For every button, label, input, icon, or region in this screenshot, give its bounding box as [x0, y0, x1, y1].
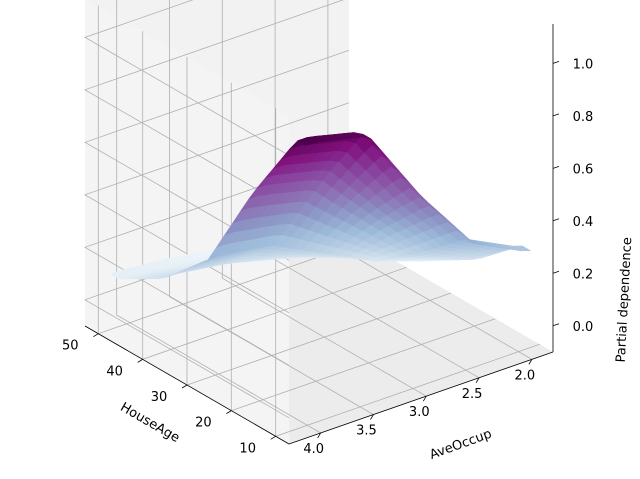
- z-tick-label: 0.8: [573, 110, 594, 125]
- x-tick-label: 2.5: [462, 387, 483, 402]
- grid-line: [84, 102, 350, 314]
- z-tick-mark: [552, 60, 560, 64]
- x-tick-mark: [475, 377, 480, 383]
- z-tick-label: 0.2: [573, 267, 594, 282]
- grid-line: [221, 0, 427, 397]
- z-tick-mark: [552, 323, 560, 327]
- y-tick-mark: [270, 435, 276, 440]
- z-tick-mark: [552, 165, 560, 169]
- z-tick-label: 0.0: [573, 320, 594, 335]
- x-tick-label: 3.5: [356, 424, 377, 439]
- z-tick-mark: [552, 113, 560, 117]
- x-tick-label: 2.0: [515, 368, 536, 383]
- z-tick-label: 0.6: [573, 162, 594, 177]
- y-tick-label: 20: [195, 416, 212, 431]
- y-axis-label: HouseAge: [117, 400, 182, 446]
- y-tick-mark: [226, 410, 232, 414]
- grid-line: [274, 0, 480, 379]
- x-tick-label: 4.0: [303, 442, 324, 457]
- grid-line: [84, 0, 344, 209]
- y-tick-mark: [181, 384, 188, 389]
- z-tick-mark: [552, 218, 560, 222]
- x-tick-mark: [370, 414, 374, 420]
- y-tick-label: 30: [151, 390, 168, 405]
- grid-line: [84, 49, 350, 261]
- x-tick-mark: [422, 395, 427, 402]
- partial-dependence-tick-labels: 0.0 0.2 0.4 0.6 0.8 1.0: [552, 57, 594, 335]
- z-tick-label: 1.0: [573, 57, 594, 72]
- z-tick-mark: [552, 270, 560, 274]
- grid-line: [84, 0, 290, 156]
- x-tick-mark: [317, 432, 322, 439]
- x-axis-line: [288, 351, 554, 445]
- x-tick-mark: [528, 359, 533, 365]
- y-tick-label: 40: [106, 364, 123, 379]
- y-tick-mark: [93, 333, 99, 338]
- aveoccup-tick-labels: 2.0 2.5 3.0 3.5 4.0: [303, 359, 535, 457]
- y-tick-label: 10: [239, 441, 256, 456]
- surface-plot: [110, 132, 532, 280]
- surface-patch: [297, 137, 316, 146]
- y-tick-label: 50: [62, 339, 79, 354]
- z-tick-label: 0.4: [573, 215, 594, 230]
- houseage-tick-labels: 10 20 30 40 50: [62, 333, 276, 456]
- x-tick-label: 3.0: [409, 405, 430, 420]
- z-axis-label: Partial dependence: [614, 237, 636, 363]
- x-axis-label: AveOccup: [428, 427, 494, 463]
- y-tick-mark: [137, 359, 143, 363]
- grid-line: [116, 0, 321, 434]
